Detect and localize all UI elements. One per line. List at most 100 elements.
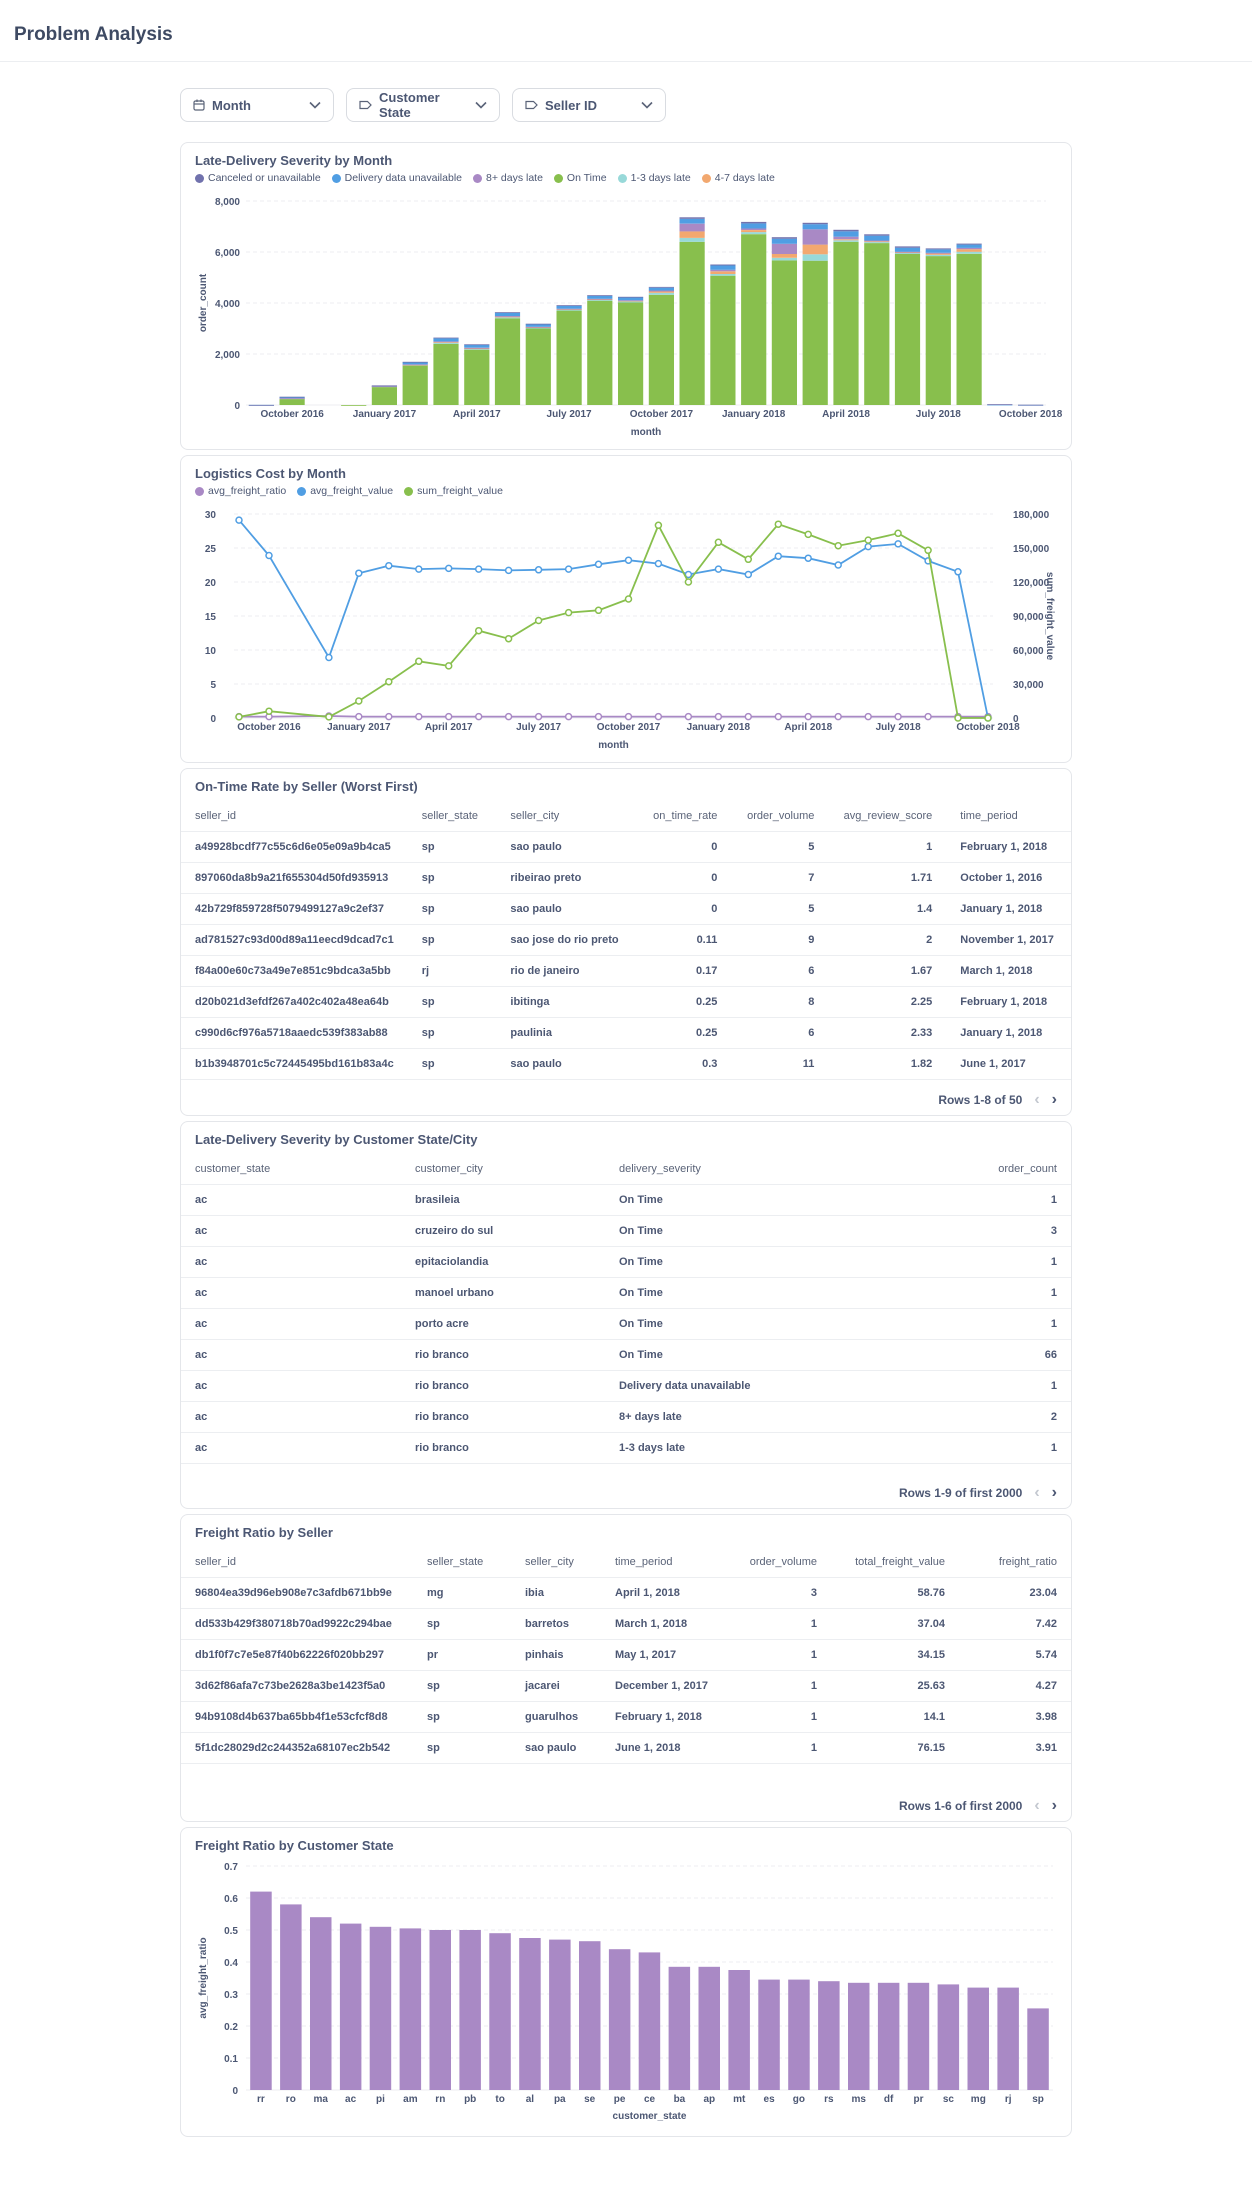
column-header[interactable]: time_period (601, 1547, 733, 1578)
bar-segment (587, 298, 613, 300)
table-row[interactable]: 42b729f859728f5079499127a9c2ef37 sp sao pa… (181, 893, 1071, 925)
table-row[interactable]: 5f1dc28029d2c244352a68107ec2b542 sp sao pa… (181, 1732, 1071, 1764)
bar-segment (771, 254, 797, 258)
table-cell: ibitinga (496, 986, 633, 1018)
prev-page-button[interactable]: ‹ (1034, 1091, 1040, 1108)
table-row[interactable]: ac rio branco 1-3 days late 1 (181, 1432, 1071, 1464)
table-cell: 0 (632, 831, 732, 863)
table-row[interactable]: ac porto acre On Time 1 (181, 1308, 1071, 1340)
customer-state-filter[interactable]: Customer State (346, 88, 500, 122)
next-page-button[interactable]: › (1051, 1797, 1057, 1814)
legend-item[interactable]: sum_freight_value (404, 485, 503, 497)
bar-segment (833, 229, 859, 232)
table-row[interactable]: a49928bcdf77c55c6d6e05e09a9b4ca5 sp sao pa… (181, 831, 1071, 863)
column-header[interactable]: seller_id (181, 801, 408, 832)
legend-item[interactable]: Delivery data unavailable (331, 172, 462, 184)
column-header[interactable]: avg_review_score (828, 801, 947, 832)
column-header[interactable]: order_volume (733, 1547, 831, 1578)
table-cell: sp (407, 831, 497, 863)
bar-segment (679, 241, 705, 405)
bar-segment (802, 244, 828, 255)
legend-item[interactable]: avg_freight_value (297, 485, 393, 497)
table-cell: brasileia (401, 1184, 605, 1216)
data-point (415, 657, 423, 666)
table-row[interactable]: ac epitaciolandia On Time 1 (181, 1246, 1071, 1278)
data-point (834, 541, 842, 550)
month-filter[interactable]: Month (180, 88, 334, 122)
table-cell: February 1, 2018 (946, 986, 1071, 1018)
legend-item[interactable]: 1-3 days late (617, 172, 691, 184)
table-row[interactable]: f84a00e60c73a49e7e851c9bdca3a5bb rj rio de… (181, 955, 1071, 987)
table-cell: 1 (733, 1701, 831, 1733)
column-header[interactable]: delivery_severity (605, 1154, 965, 1185)
column-header[interactable]: order_volume (731, 801, 829, 832)
table-row[interactable]: ac rio branco Delivery data unavailable 1 (181, 1370, 1071, 1402)
column-header[interactable]: freight_ratio (959, 1547, 1071, 1578)
legend-item[interactable]: avg_freight_ratio (195, 485, 286, 497)
table-row[interactable]: d20b021d3efdf267a402c402a48ea64b sp ibitin… (181, 986, 1071, 1018)
x-axis-label: customer_state (613, 2111, 687, 2122)
legend-label: 1-3 days late (630, 172, 691, 184)
bar-segment (956, 249, 982, 252)
next-page-button[interactable]: › (1051, 1484, 1057, 1501)
column-header[interactable]: seller_state (413, 1547, 511, 1578)
table-cell: 1 (733, 1608, 831, 1640)
column-header[interactable]: seller_city (511, 1547, 601, 1578)
table-cell: March 1, 2018 (601, 1608, 733, 1640)
table-cell: rj (407, 955, 497, 987)
column-header[interactable]: seller_city (496, 801, 633, 832)
bar (579, 1941, 601, 2090)
x-tick-label: ce (644, 2094, 656, 2105)
table-row[interactable]: ad781527c93d00d89a11eecd9dcad7c1 sp sao jo… (181, 924, 1071, 956)
bar-segment (925, 248, 951, 250)
table-row[interactable]: c990d6cf976a5718aaedc539f383ab88 sp paulin… (181, 1017, 1071, 1049)
column-header[interactable]: order_count (965, 1154, 1071, 1185)
bar-segment (494, 316, 521, 317)
bar-segment (894, 254, 921, 405)
column-header[interactable]: seller_state (407, 801, 497, 832)
prev-page-button[interactable]: ‹ (1034, 1484, 1040, 1501)
bar-segment (648, 291, 674, 293)
table-row[interactable]: 3d62f86afa7c73be2628a3be1423f5a0 sp jacare… (181, 1670, 1071, 1702)
table-row[interactable]: 897060da8b9a21f655304d50fd935913 sp ribeir… (181, 862, 1071, 894)
table-cell: 11 (731, 1048, 829, 1080)
bar-segment (894, 246, 921, 248)
bar-segment (618, 300, 644, 301)
data-point (984, 714, 992, 722)
x-tick-label: October 2016 (260, 409, 324, 420)
bar-segment (371, 385, 397, 387)
prev-page-button[interactable]: ‹ (1034, 1797, 1040, 1814)
data-point (504, 566, 513, 575)
column-header[interactable]: on_time_rate (632, 801, 732, 832)
table-cell: 0.25 (632, 986, 732, 1018)
table-cell: 96804ea39d96eb908e7c3afdb671bb9e (181, 1577, 413, 1609)
table-row[interactable]: ac cruzeiro do sul On Time 3 (181, 1215, 1071, 1247)
x-tick-label: rs (824, 2094, 834, 2105)
card-title: On-Time Rate by Seller (Worst First) (195, 779, 418, 794)
column-header[interactable]: total_freight_value (831, 1547, 959, 1578)
column-header[interactable]: customer_state (181, 1154, 401, 1185)
table-row[interactable]: 94b9108d4b637ba65bb4f1e53cfcf8d8 sp guarul… (181, 1701, 1071, 1733)
table-row[interactable]: 96804ea39d96eb908e7c3afdb671bb9e mg ibia Ap… (181, 1577, 1071, 1609)
legend-item[interactable]: 8+ days late (473, 172, 543, 184)
next-page-button[interactable]: › (1051, 1091, 1057, 1108)
column-header[interactable]: customer_city (401, 1154, 605, 1185)
data-point (444, 564, 453, 573)
table-cell: paulinia (496, 1017, 633, 1049)
column-header[interactable]: time_period (946, 801, 1071, 832)
seller-id-filter[interactable]: Seller ID (512, 88, 666, 122)
table-row[interactable]: ac manoel urbano On Time 1 (181, 1277, 1071, 1309)
chart-legend: avg_freight_ratio avg_freight_value sum_fr… (195, 485, 503, 497)
column-header[interactable]: seller_id (181, 1547, 413, 1578)
table-cell: On Time (605, 1339, 965, 1371)
legend-item[interactable]: Canceled or unavailable (195, 172, 321, 184)
legend-item[interactable]: On Time (553, 172, 607, 184)
table-row[interactable]: ac rio branco On Time 66 (181, 1339, 1071, 1371)
table-row[interactable]: ac brasileia On Time 1 (181, 1184, 1071, 1216)
table-row[interactable]: db1f0f7c7e5e87f40b62226f020bb297 pr pinhai… (181, 1639, 1071, 1671)
table-row[interactable]: ac rio branco 8+ days late 2 (181, 1401, 1071, 1433)
legend-item[interactable]: 4-7 days late (701, 172, 775, 184)
bar-segment (433, 342, 459, 343)
table-row[interactable]: dd533b429f380718b70ad9922c294bae sp barret… (181, 1608, 1071, 1640)
table-row[interactable]: b1b3948701c5c72445495bd161b83a4c sp sao pa… (181, 1048, 1071, 1080)
